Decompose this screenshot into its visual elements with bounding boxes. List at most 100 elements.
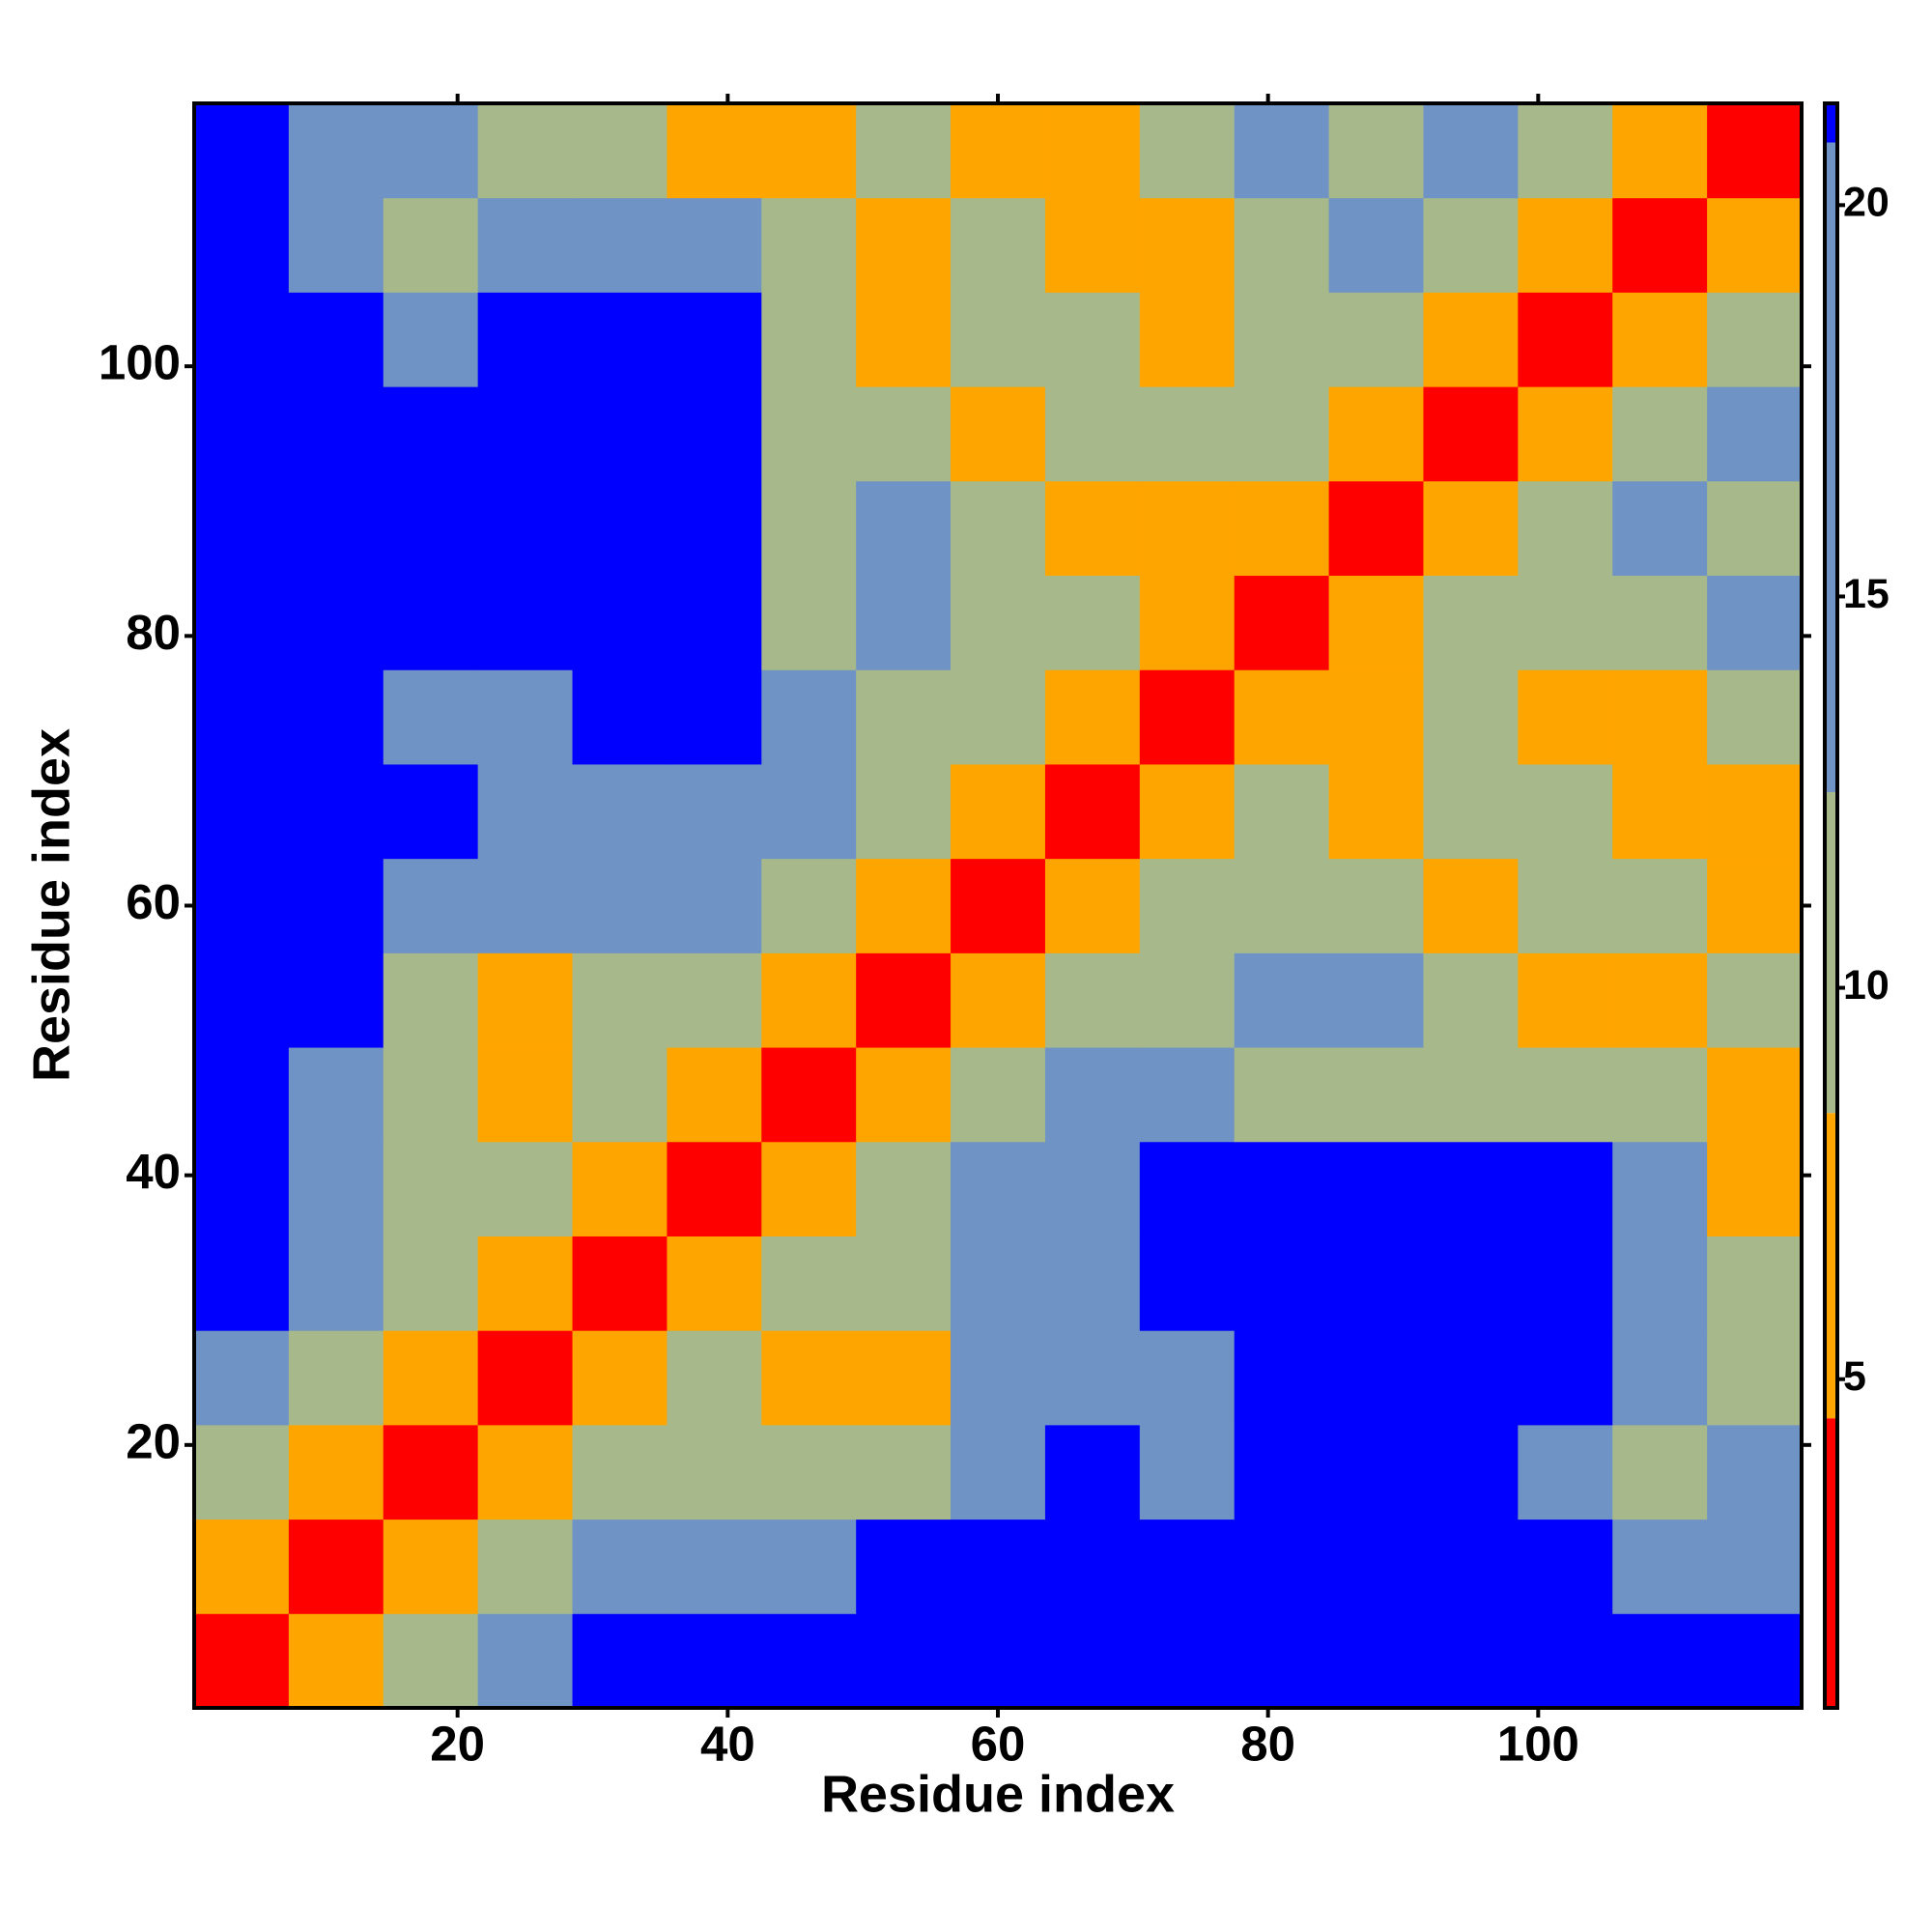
- heatmap-cell: [1612, 1424, 1708, 1520]
- heatmap-cell: [194, 386, 290, 482]
- heatmap-cell: [1707, 1141, 1803, 1236]
- heatmap-cell: [1518, 575, 1613, 670]
- heatmap-cell: [383, 763, 479, 860]
- heatmap-cell: [1328, 103, 1424, 199]
- heatmap-cell: [1328, 763, 1424, 860]
- heatmap-cell: [477, 1613, 574, 1709]
- heatmap-cell: [1423, 1424, 1519, 1520]
- heatmap-cell: [1423, 103, 1519, 199]
- heatmap-cell: [383, 858, 479, 953]
- heatmap-cell: [1234, 1519, 1330, 1614]
- heatmap-cell: [1707, 1047, 1803, 1143]
- heatmap-cell: [761, 575, 857, 670]
- heatmap-cell: [1612, 103, 1708, 199]
- heatmap-cell: [1518, 1424, 1613, 1520]
- heatmap-cell: [383, 292, 479, 387]
- heatmap-cell: [1328, 1141, 1424, 1236]
- heatmap-cell: [1707, 292, 1803, 387]
- heatmap-cell: [572, 197, 668, 293]
- heatmap-cell: [1518, 763, 1613, 860]
- heatmap-cell: [761, 669, 857, 765]
- heatmap-cell: [1328, 952, 1424, 1048]
- x-tick-label: 100: [1497, 1716, 1579, 1771]
- heatmap-cell: [1518, 292, 1613, 387]
- heatmap-cell: [1518, 1613, 1613, 1709]
- heatmap-cell: [1328, 386, 1424, 482]
- heatmap-cell: [1328, 1236, 1424, 1331]
- heatmap-cell: [383, 1424, 479, 1520]
- heatmap-cell: [1612, 763, 1708, 860]
- heatmap-cell: [1328, 1519, 1424, 1614]
- heatmap-cell: [1707, 197, 1803, 293]
- heatmap-cell: [1044, 952, 1141, 1048]
- heatmap-cell: [761, 1613, 857, 1709]
- heatmap-cell: [1707, 669, 1803, 765]
- colorbar-frame: [1823, 101, 1839, 1710]
- heatmap-cell: [1234, 1141, 1330, 1236]
- heatmap-cell: [667, 575, 762, 670]
- heatmap-cell: [477, 103, 574, 199]
- heatmap-cell: [1707, 1519, 1803, 1614]
- heatmap-cell: [194, 1141, 290, 1236]
- heatmap-cell: [383, 1141, 479, 1236]
- heatmap-cell: [951, 1047, 1046, 1143]
- heatmap-cell: [1612, 669, 1708, 765]
- heatmap-cell: [761, 858, 857, 953]
- heatmap-cell: [761, 1519, 857, 1614]
- heatmap-cell: [1234, 386, 1330, 482]
- heatmap-cell: [761, 1047, 857, 1143]
- heatmap-cell: [761, 1330, 857, 1426]
- heatmap-cell: [194, 858, 290, 953]
- colorbar-tick-label: 20: [1843, 180, 1889, 226]
- heatmap-cell: [1423, 1141, 1519, 1236]
- colorbar-tick-label: 15: [1843, 571, 1889, 617]
- heatmap-cell: [1518, 197, 1613, 293]
- y-tick-label: 40: [126, 1144, 181, 1199]
- colorbar-segment: [1825, 1113, 1837, 1419]
- heatmap-cell: [951, 1424, 1046, 1520]
- heatmap-cell: [1518, 669, 1613, 765]
- heatmap-cell: [383, 197, 479, 293]
- heatmap-cell: [1234, 1236, 1330, 1331]
- heatmap-cell: [194, 1519, 290, 1614]
- heatmap-cell: [572, 1519, 668, 1614]
- heatmap-cell: [951, 1236, 1046, 1331]
- heatmap-cell: [1044, 386, 1141, 482]
- heatmap-cell: [288, 575, 384, 670]
- y-axis-title: Residue index: [22, 728, 80, 1082]
- heatmap-cell: [1612, 292, 1708, 387]
- heatmap-cell: [477, 858, 574, 953]
- heatmap-cell: [1139, 1519, 1236, 1614]
- heatmap-cell: [1328, 197, 1424, 293]
- y-tick-label: 80: [126, 605, 181, 660]
- heatmap-cell: [572, 1330, 668, 1426]
- heatmap-cell: [288, 1047, 384, 1143]
- heatmap-cell: [1518, 1519, 1613, 1614]
- heatmap-cell: [477, 480, 574, 577]
- heatmap-cell: [288, 1141, 384, 1236]
- x-tick-label: 40: [700, 1716, 755, 1771]
- heatmap-cell: [194, 1424, 290, 1520]
- heatmap-cell: [1518, 952, 1613, 1048]
- heatmap-cell: [856, 575, 952, 670]
- heatmap-cell: [1234, 1047, 1330, 1143]
- heatmap-cell: [856, 1330, 952, 1426]
- heatmap-cell: [951, 103, 1046, 199]
- heatmap-cell: [951, 858, 1046, 953]
- heatmap-cell: [288, 1330, 384, 1426]
- heatmap-cell: [1139, 103, 1236, 199]
- heatmap-cell: [383, 1613, 479, 1709]
- heatmap-cell: [1518, 1330, 1613, 1426]
- heatmap-cell: [1044, 1519, 1141, 1614]
- heatmap-cell: [1707, 1424, 1803, 1520]
- colorbar-segment: [1825, 1418, 1837, 1708]
- heatmap-cell: [194, 669, 290, 765]
- heatmap-cell: [1234, 669, 1330, 765]
- heatmap-cell: [1234, 1330, 1330, 1426]
- heatmap-cell: [1234, 292, 1330, 387]
- heatmap-cell: [477, 952, 574, 1048]
- heatmap-cell: [856, 103, 952, 199]
- heatmap-cell: [194, 575, 290, 670]
- heatmap-cell: [1423, 480, 1519, 577]
- heatmap-cell: [194, 1330, 290, 1426]
